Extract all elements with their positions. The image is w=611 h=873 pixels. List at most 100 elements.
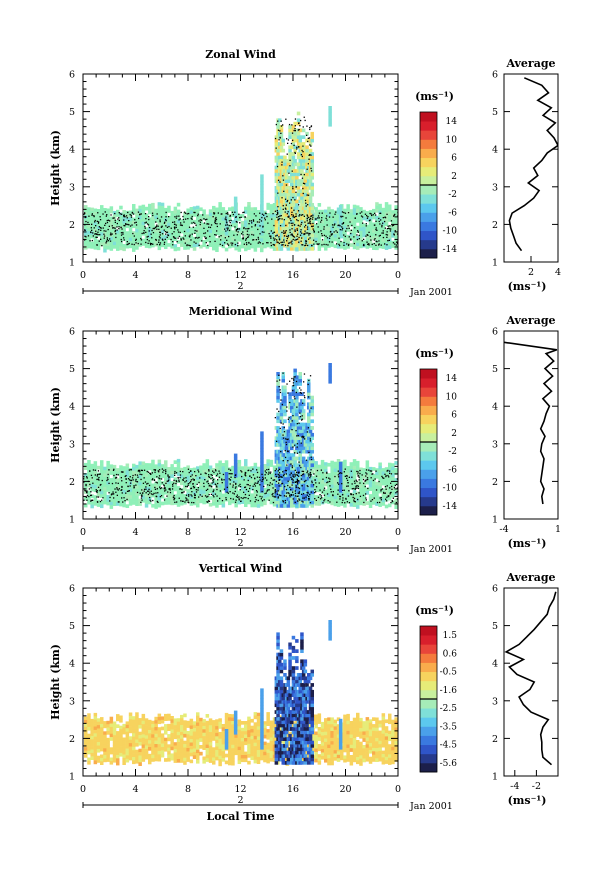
colorbar-label: 14 bbox=[446, 117, 458, 127]
y-tick-label: 2 bbox=[69, 477, 75, 488]
colorbar-swatch bbox=[420, 726, 437, 736]
colorbar-swatch bbox=[420, 469, 437, 479]
colorbar-swatch bbox=[420, 635, 437, 645]
average-y-tick-label: 1 bbox=[492, 515, 498, 526]
colorbar-swatch bbox=[420, 121, 437, 131]
average-y-tick-label: 3 bbox=[492, 182, 498, 193]
colorbar-unit: (ms⁻¹) bbox=[415, 90, 454, 103]
x-tick-label: 20 bbox=[339, 527, 351, 538]
colorbar-label: 0.6 bbox=[443, 649, 458, 659]
x-axis-label: Local Time bbox=[207, 810, 275, 823]
colorbar-swatch bbox=[420, 662, 437, 673]
average-profile: Average 1 2 3 4 5 6 2 4 (ms⁻¹) bbox=[492, 57, 561, 293]
y-tick-label: 5 bbox=[69, 364, 75, 375]
x-tick-label: 0 bbox=[80, 527, 86, 538]
x-tick-label: 16 bbox=[287, 527, 299, 538]
average-y-tick-label: 3 bbox=[492, 439, 498, 450]
x-tick-label: 8 bbox=[185, 784, 191, 795]
colorbar-swatch bbox=[420, 744, 437, 755]
colorbar-swatch bbox=[420, 175, 437, 186]
colorbar-label: 10 bbox=[446, 392, 458, 402]
y-tick-label: 6 bbox=[69, 327, 75, 338]
colorbar-label: 14 bbox=[446, 374, 458, 384]
colorbar: (ms⁻¹) 1.5 0.6 -0.5 -1.6 -2.5 -3.5 -4.5 -5.6 bbox=[415, 604, 458, 773]
colorbar-swatch bbox=[420, 460, 437, 470]
colorbar-swatch bbox=[420, 423, 437, 434]
colorbar-swatch bbox=[420, 212, 437, 222]
average-y-tick-label: 4 bbox=[492, 402, 498, 413]
panel-title: Vertical Wind bbox=[198, 562, 283, 575]
average-y-tick-label: 1 bbox=[492, 258, 498, 269]
heatmap-cells bbox=[83, 363, 398, 509]
colorbar-swatch bbox=[420, 689, 437, 700]
colorbar-swatch bbox=[420, 451, 437, 461]
y-axis-label: Height (km) bbox=[49, 644, 62, 720]
colorbar-swatch bbox=[420, 414, 437, 425]
average-y-tick-label: 2 bbox=[492, 220, 498, 231]
average-y-tick-label: 6 bbox=[492, 584, 498, 595]
colorbar-label: 2 bbox=[451, 429, 457, 439]
x-tick-label: 8 bbox=[185, 527, 191, 538]
x-tick-label: 20 bbox=[339, 784, 351, 795]
average-y-tick-label: 6 bbox=[492, 327, 498, 338]
colorbar-swatch bbox=[420, 194, 437, 204]
x-tick-label: 4 bbox=[132, 270, 138, 281]
y-tick-label: 6 bbox=[69, 584, 75, 595]
average-x-tick-label: 2 bbox=[528, 267, 534, 278]
colorbar-label: -14 bbox=[443, 502, 458, 512]
heatmap-cells bbox=[83, 106, 398, 253]
colorbar-swatch bbox=[420, 185, 437, 195]
date-day-label: 2 bbox=[237, 281, 243, 292]
colorbar-swatch bbox=[420, 221, 437, 232]
colorbar-swatch bbox=[420, 239, 437, 250]
colorbar-swatch bbox=[420, 157, 437, 168]
colorbar-swatch bbox=[420, 487, 437, 498]
average-y-tick-label: 4 bbox=[492, 659, 498, 670]
panel-title: Meridional Wind bbox=[189, 305, 293, 318]
colorbar: (ms⁻¹) 14 10 6 2 -2 -6 -10 -14 bbox=[415, 347, 458, 516]
colorbar-label: 10 bbox=[446, 135, 458, 145]
y-tick-label: 4 bbox=[69, 145, 75, 156]
colorbar-swatch bbox=[420, 203, 437, 213]
colorbar-swatch bbox=[420, 230, 437, 241]
colorbar-unit: (ms⁻¹) bbox=[415, 604, 454, 617]
y-tick-label: 5 bbox=[69, 621, 75, 632]
colorbar-swatch bbox=[420, 699, 437, 709]
average-x-tick-label: 4 bbox=[555, 267, 561, 278]
colorbar-label: -10 bbox=[443, 227, 458, 237]
average-x-label: (ms⁻¹) bbox=[508, 280, 547, 293]
colorbar-swatch bbox=[420, 708, 437, 718]
colorbar-label: -10 bbox=[443, 484, 458, 494]
x-tick-label: 16 bbox=[287, 784, 299, 795]
y-axis-label: Height (km) bbox=[49, 387, 62, 463]
colorbar-swatch bbox=[420, 405, 437, 416]
colorbar-swatch bbox=[420, 369, 437, 379]
colorbar-label: -5.6 bbox=[440, 759, 458, 769]
date-month-year-label: Jan 2001 bbox=[409, 544, 453, 555]
colorbar-swatch bbox=[420, 717, 437, 727]
colorbar-label: -1.6 bbox=[440, 686, 458, 696]
y-tick-label: 3 bbox=[69, 439, 75, 450]
colorbar-swatch bbox=[420, 139, 437, 149]
date-day-label: 2 bbox=[237, 795, 243, 806]
y-tick-label: 1 bbox=[69, 772, 75, 783]
x-tick-label: 0 bbox=[80, 270, 86, 281]
colorbar-label: -6 bbox=[448, 208, 457, 218]
x-tick-label: 0 bbox=[395, 527, 401, 538]
y-tick-label: 3 bbox=[69, 696, 75, 707]
x-tick-label: 4 bbox=[132, 784, 138, 795]
average-y-tick-label: 4 bbox=[492, 145, 498, 156]
heatmap-cells bbox=[84, 620, 398, 767]
colorbar-swatch bbox=[420, 753, 437, 764]
colorbar-swatch bbox=[420, 478, 437, 489]
y-tick-label: 2 bbox=[69, 734, 75, 745]
x-tick-label: 20 bbox=[339, 270, 351, 281]
x-tick-label: 8 bbox=[185, 270, 191, 281]
y-tick-label: 4 bbox=[69, 402, 75, 413]
average-profile-line bbox=[504, 591, 557, 766]
x-tick-label: 0 bbox=[395, 784, 401, 795]
colorbar-unit: (ms⁻¹) bbox=[415, 347, 454, 360]
average-x-tick-label: 1 bbox=[555, 524, 561, 535]
